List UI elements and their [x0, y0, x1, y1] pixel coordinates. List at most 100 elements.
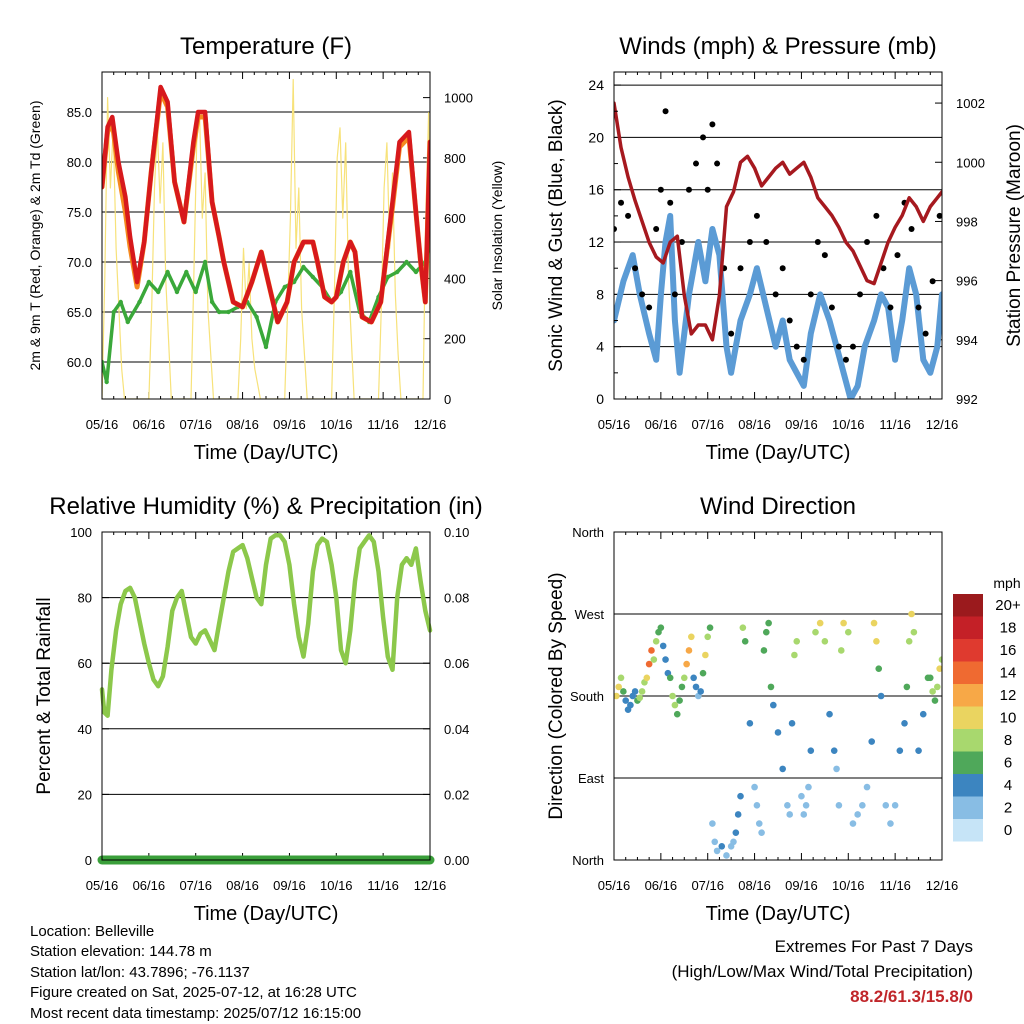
y2-tick-label: 0.04	[444, 722, 469, 737]
direction-point	[706, 624, 714, 631]
direction-point	[685, 647, 693, 654]
direction-point	[767, 683, 775, 691]
gust-point	[894, 252, 901, 259]
direction-point	[770, 701, 777, 709]
direction-point	[676, 697, 683, 704]
gust-point	[678, 239, 685, 246]
x-axis-label: Time (Day/UTC)	[706, 903, 851, 925]
y-tick-label: 4	[596, 339, 604, 355]
y2-tick-label: 0.10	[444, 525, 469, 540]
direction-point	[903, 683, 911, 691]
chart-title: Temperature (F)	[180, 33, 352, 60]
extremes-subtitle: (High/Low/Max Wind/Total Precipitation)	[671, 962, 973, 981]
direction-point	[812, 628, 819, 636]
colorbar-swatch	[953, 661, 983, 684]
direction-point	[739, 624, 747, 631]
td-point	[348, 269, 353, 275]
x-tick-label: 07/16	[691, 417, 724, 432]
x-tick-label: 09/16	[273, 417, 306, 432]
x-tick-label: 12/16	[414, 417, 447, 432]
plot-frame	[101, 71, 431, 400]
colorbar-swatch	[953, 774, 983, 797]
direction-point	[821, 638, 829, 645]
gust-point	[704, 186, 711, 193]
direction-point	[896, 747, 904, 754]
gust-point	[746, 239, 753, 246]
y-tick-label: 60	[78, 656, 92, 671]
direction-point	[662, 656, 669, 663]
direction-point	[774, 729, 782, 736]
direction-point	[680, 674, 688, 682]
x-tick-label: 08/16	[226, 417, 259, 432]
y-tick-label: 16	[588, 182, 604, 198]
y-tick-label: 75.0	[67, 205, 92, 220]
direction-point	[648, 647, 655, 654]
td-point	[404, 259, 409, 265]
colorbar-label: 18	[1000, 620, 1017, 637]
gust-point	[632, 265, 639, 272]
x-axis-label: Time (Day/UTC)	[194, 442, 339, 464]
panel-2: Relative Humidity (%) & Precipitation (i…	[34, 493, 483, 925]
colorbar-swatch	[953, 796, 983, 819]
direction-point	[931, 697, 939, 704]
y2-tick-label: 1000	[956, 155, 985, 170]
y-tick-label: 80.0	[67, 155, 92, 170]
colorbar-label: 14	[1000, 665, 1017, 682]
y-axis-label: Percent & Total Rainfall	[34, 597, 55, 794]
panel-3: Wind Direction Time (Day/UTC) Direction (C…	[546, 493, 958, 925]
direction-point	[711, 838, 719, 846]
direction-point	[645, 660, 653, 668]
y-tick-label: 8	[596, 286, 604, 302]
direction-point	[762, 628, 770, 636]
recent-timestamp: Most recent data timestamp: 2025/07/12 1…	[30, 1004, 362, 1022]
direction-point	[807, 747, 815, 754]
direction-point	[905, 638, 913, 645]
gust-point	[714, 160, 721, 167]
direction-point	[638, 688, 646, 695]
td-point	[254, 314, 259, 320]
gust-point	[653, 225, 660, 232]
station-info: Location: Belleville Station elevation: …	[30, 922, 361, 1024]
direction-point	[870, 619, 878, 627]
direction-point	[805, 783, 812, 791]
direction-point	[631, 688, 639, 695]
direction-point	[849, 820, 857, 827]
plot-frame	[613, 71, 943, 400]
x-tick-label: 09/16	[273, 878, 306, 893]
colorbar-swatch	[953, 706, 983, 729]
y2-tick-label: 0.08	[444, 591, 469, 606]
x-tick-label: 08/16	[738, 878, 771, 893]
direction-point	[800, 811, 808, 818]
direction-point	[620, 688, 627, 695]
gust-point	[936, 212, 942, 219]
gust-point	[828, 304, 835, 311]
colorbar-swatch	[953, 819, 983, 842]
gust-point	[763, 239, 770, 246]
extremes-values: 88.2/61.3/15.8/0	[850, 987, 973, 1006]
td-point	[137, 299, 142, 305]
x-tick-label: 06/16	[645, 878, 678, 893]
chart-title: Wind Direction	[700, 493, 856, 520]
direction-point	[882, 802, 890, 809]
x-tick-label: 07/16	[179, 417, 212, 432]
x-tick-label: 05/16	[598, 878, 631, 893]
td-point	[413, 269, 419, 275]
direction-point	[791, 651, 798, 659]
direction-point	[868, 738, 876, 745]
station-location: Location: Belleville	[30, 923, 155, 940]
direction-point	[875, 665, 883, 672]
x-tick-label: 05/16	[86, 417, 119, 432]
colorbar-swatch	[953, 594, 983, 617]
td-point	[125, 319, 130, 325]
gust-point	[793, 343, 800, 350]
y-tick-label: East	[578, 771, 604, 786]
y2-tick-label: 200	[444, 332, 466, 347]
gust-point	[772, 291, 779, 298]
x-tick-label: 09/16	[785, 417, 818, 432]
gust-point	[915, 304, 922, 311]
y-tick-label: 20	[78, 787, 92, 802]
y-tick-label: 70.0	[67, 255, 92, 270]
y-tick-label: 65.0	[67, 305, 92, 320]
x-tick-label: 09/16	[785, 878, 818, 893]
gust-point	[662, 108, 669, 115]
